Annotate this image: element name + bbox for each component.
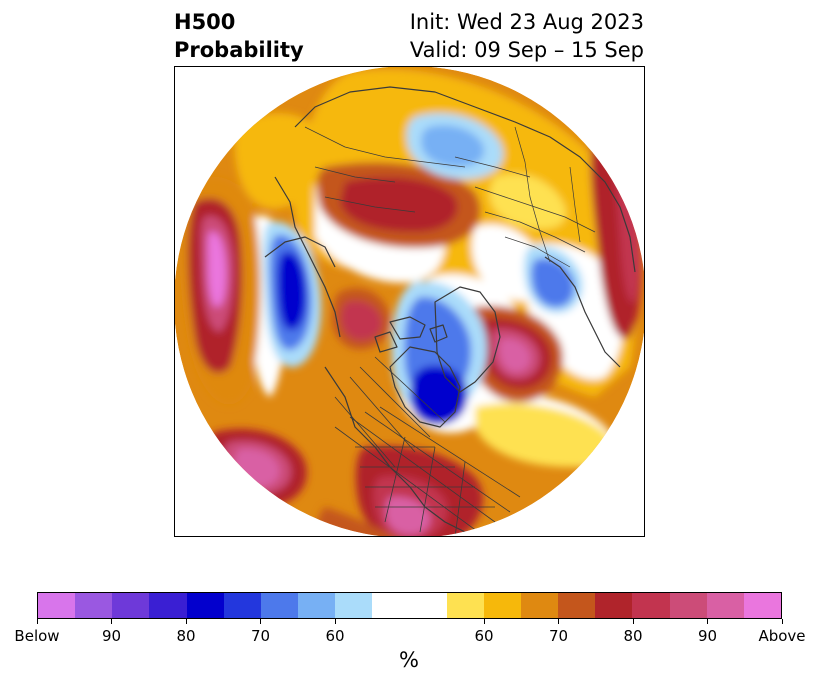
asia-pacific-coastline <box>274 176 341 338</box>
probability-contour-region <box>475 403 611 467</box>
colorbar-below-segment <box>75 593 113 618</box>
colorbar-below-segment <box>260 593 299 618</box>
colorbar-above-segment <box>558 593 596 618</box>
colorbar-below-segment <box>38 593 76 618</box>
colorbar-tickmark <box>260 619 261 624</box>
colorbar-tickmark <box>558 619 559 624</box>
probability-contour-region <box>207 231 227 307</box>
probability-contour-region <box>499 338 531 372</box>
probability-contour-region <box>277 251 307 331</box>
asia-borders <box>304 126 466 213</box>
init-date: Init: Wed 23 Aug 2023 <box>409 10 644 34</box>
polar-map-svg <box>175 67 644 536</box>
probability-map <box>174 66 645 537</box>
arctic-islands-coastline <box>374 316 448 353</box>
title-variable: H500 <box>174 10 236 34</box>
colorbar-tickmark <box>483 619 485 624</box>
colorbar-tick-label: 60 <box>474 627 494 645</box>
colorbar-tickmark <box>36 619 38 624</box>
plot-title: H500 Probability <box>174 8 304 64</box>
colorbar-tick-label: 70 <box>548 627 569 645</box>
colorbar-tick-label: Below <box>14 627 60 645</box>
colorbar-above-segment <box>521 593 559 618</box>
colorbar-below-segment <box>223 593 261 618</box>
colorbar-below-segment <box>298 593 336 618</box>
colorbar-unit-label: % <box>399 648 419 672</box>
probability-contour-region <box>421 125 485 167</box>
colorbar-tick-label: 90 <box>697 627 718 645</box>
colorbar-above-segment <box>632 593 670 618</box>
colorbar-below-segment <box>335 593 373 618</box>
europe-coastline <box>544 256 621 368</box>
colorbar-tick-label: 70 <box>250 627 271 645</box>
colorbar-tick-label: 80 <box>623 627 643 645</box>
colorbar-below-segment <box>112 593 150 618</box>
probability-contour-region <box>385 496 431 535</box>
europe-borders <box>454 126 596 268</box>
colorbar-tickmark <box>632 619 634 624</box>
probability-contour-region <box>489 173 566 229</box>
colorbar-above-segment <box>706 593 744 618</box>
probability-colorbar <box>37 592 782 619</box>
us-state-borders <box>334 406 521 536</box>
probability-contour-region <box>340 300 383 341</box>
colorbar-tick-label: 60 <box>325 627 345 645</box>
colorbar-tickmark <box>781 619 783 624</box>
colorbar-tickmark <box>707 619 708 624</box>
colorbar-above-segment <box>595 593 633 618</box>
eurasia-coastline <box>294 86 636 273</box>
colorbar-tickmark <box>111 619 112 624</box>
colorbar-tickmark <box>334 619 336 624</box>
colorbar-tick-label: Above <box>758 627 806 645</box>
colorbar-above-segment <box>669 593 707 618</box>
colorbar-above-segment <box>743 593 782 618</box>
colorbar-tick-label: 80 <box>176 627 196 645</box>
alaska-coastline <box>264 236 336 268</box>
colorbar-tick-label: 90 <box>101 627 122 645</box>
colorbar-neutral-segment <box>372 593 447 618</box>
probability-contour-region <box>409 365 468 425</box>
probability-contour-region <box>531 258 575 308</box>
colorbar-below-segment <box>149 593 187 618</box>
hudson-bay-coastline <box>389 346 461 428</box>
colorbar-above-segment <box>483 593 522 618</box>
colorbar-tickmark <box>185 619 187 624</box>
colorbar-above-segment <box>446 593 484 618</box>
date-info: Init: Wed 23 Aug 2023 Valid: 09 Sep – 15… <box>410 8 644 64</box>
probability-contour-region <box>234 113 328 209</box>
greenland-coastline <box>434 286 501 393</box>
canada-borders <box>334 356 446 468</box>
probability-contour-region <box>340 177 458 232</box>
colorbar-below-segment <box>186 593 224 618</box>
valid-range: Valid: 09 Sep – 15 Sep <box>409 38 644 62</box>
title-field: Probability <box>174 38 304 62</box>
